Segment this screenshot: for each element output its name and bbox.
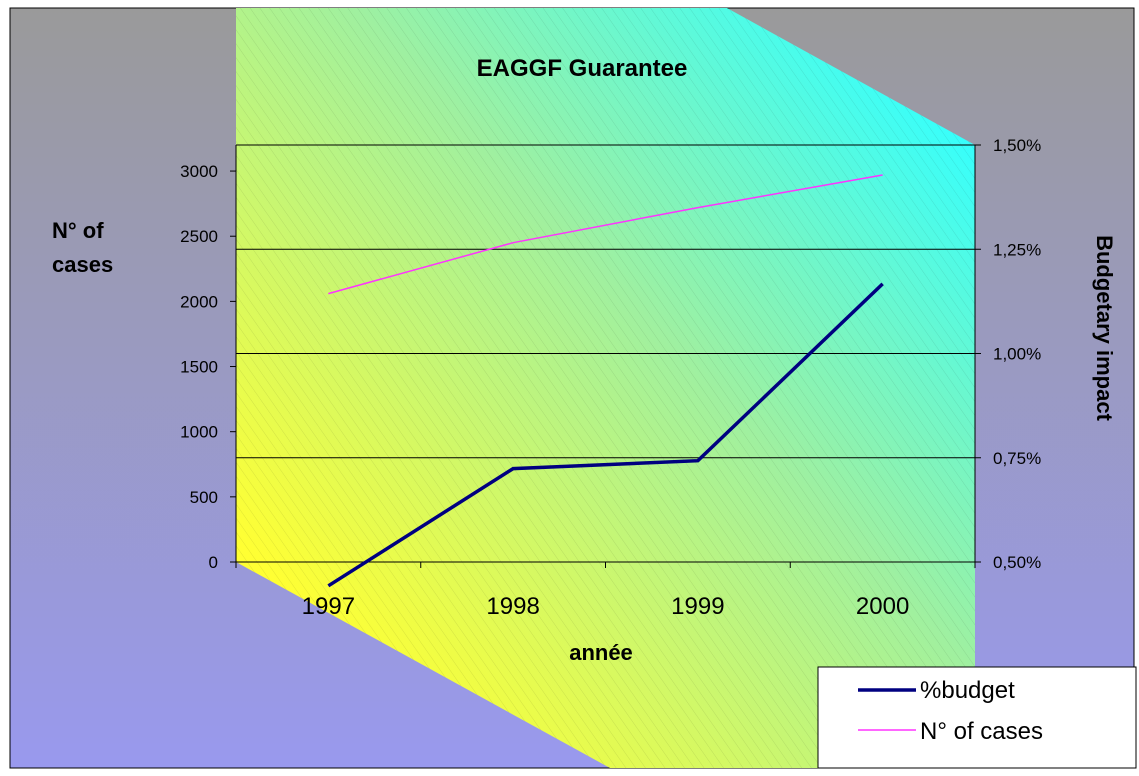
right-axis-tick-label: 1,50% <box>993 136 1041 155</box>
left-axis-title-line: cases <box>52 252 113 277</box>
x-axis-title: année <box>569 640 633 665</box>
legend: %budget N° of cases <box>818 667 1136 768</box>
x-axis-tick-label: 2000 <box>856 593 909 620</box>
right-axis-tick-label: 1,00% <box>993 345 1041 364</box>
right-axis-tick-label: 0,75% <box>993 449 1041 468</box>
right-axis-tick-label: 1,25% <box>993 240 1041 259</box>
left-axis-tick-label: 2500 <box>180 227 218 246</box>
x-axis-tick-label: 1998 <box>486 593 539 620</box>
chart-title: EAGGF Guarantee <box>477 55 688 82</box>
left-axis-tick-label: 0 <box>209 553 218 572</box>
left-axis-tick-label: 1500 <box>180 358 218 377</box>
x-axis-tick-label: 1999 <box>671 593 724 620</box>
left-axis-tick-label: 3000 <box>180 162 218 181</box>
right-axis-tick-label: 0,50% <box>993 553 1041 572</box>
right-axis-title: Budgetary impact <box>1092 235 1117 421</box>
left-axis-title-line: N° of <box>52 218 104 243</box>
legend-label-cases: N° of cases <box>920 718 1043 745</box>
left-axis-tick-label: 1000 <box>180 423 218 442</box>
legend-label-budget: %budget <box>920 677 1015 704</box>
x-axis-tick-label: 1997 <box>302 593 355 620</box>
left-axis-tick-label: 2000 <box>180 292 218 311</box>
left-axis-tick-label: 500 <box>190 488 218 507</box>
